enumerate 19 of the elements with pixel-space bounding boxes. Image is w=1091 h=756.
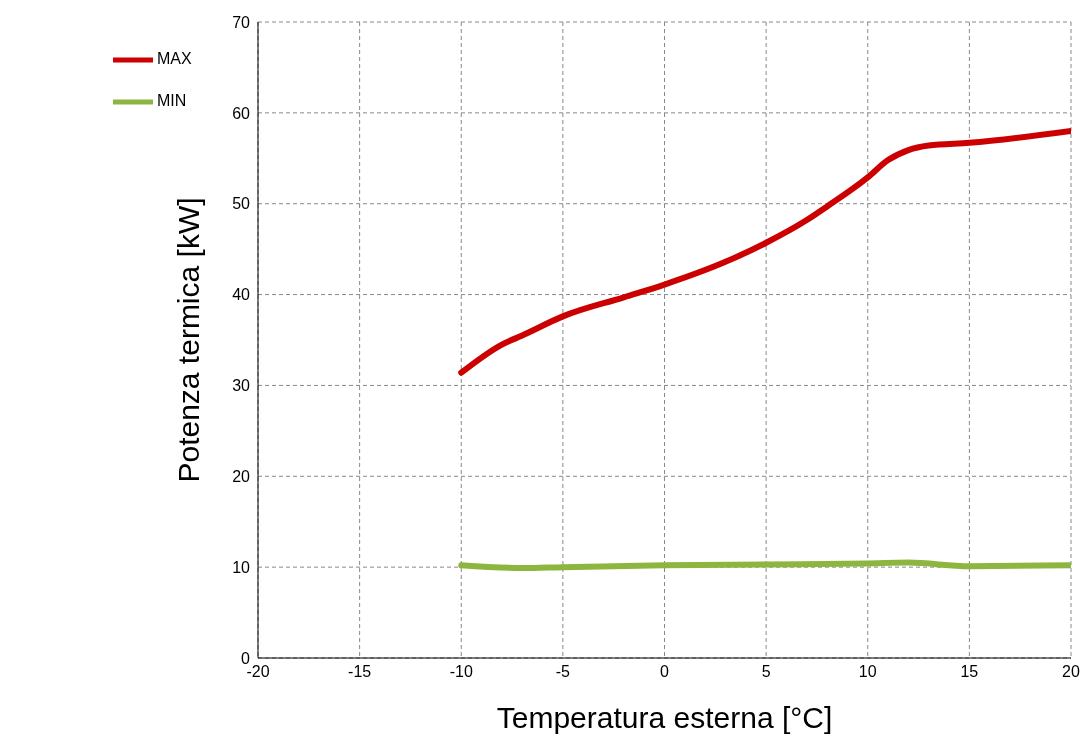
x-axis-title: Temperatura esterna [°C] <box>496 701 833 734</box>
y-axis-title: Potenza termica [kW] <box>171 197 205 483</box>
y-tick-label: 50 <box>232 195 251 213</box>
x-tick-label: 20 <box>1062 663 1080 681</box>
y-tick-label: 70 <box>232 13 251 31</box>
legend-label: MAX <box>157 50 192 67</box>
x-tick-label: -10 <box>449 663 473 681</box>
x-tick-label: -15 <box>348 663 372 681</box>
y-tick-label: 30 <box>232 377 251 395</box>
y-tick-label: 20 <box>232 467 251 485</box>
x-tick-label: 15 <box>960 663 979 681</box>
x-tick-label: -5 <box>555 663 571 681</box>
x-tick-label: 10 <box>858 663 877 681</box>
x-tick-label: 0 <box>660 663 670 681</box>
legend-label: MIN <box>157 92 187 109</box>
y-tick-label: 60 <box>232 104 251 122</box>
x-tick-label: 5 <box>761 663 771 681</box>
y-tick-label: 40 <box>232 286 251 304</box>
y-tick-label: 10 <box>232 558 251 576</box>
